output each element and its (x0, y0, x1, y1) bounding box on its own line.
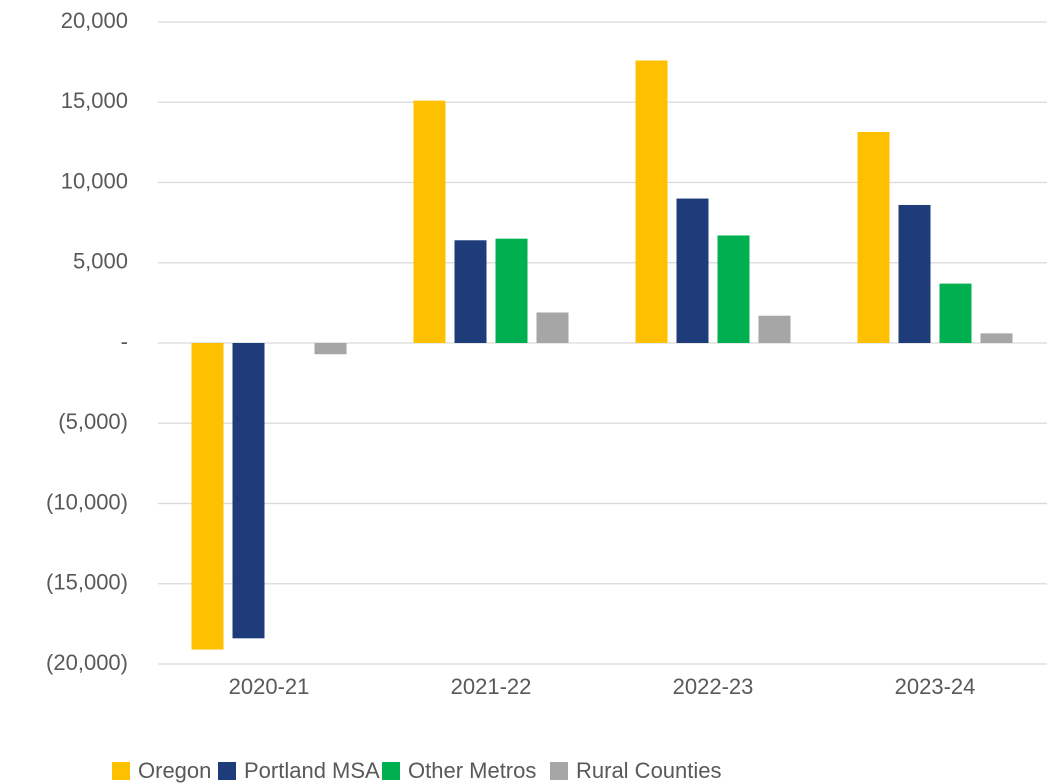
y-tick-label: (15,000) (46, 570, 128, 595)
bar (758, 315, 791, 343)
bar (898, 204, 931, 343)
y-tick-label: 10,000 (61, 168, 128, 193)
y-tick-label: (20,000) (46, 650, 128, 675)
bar (857, 131, 890, 343)
legend-label: Oregon (138, 758, 211, 783)
x-tick-label: 2020-21 (229, 674, 310, 699)
y-tick-label: - (121, 329, 128, 354)
y-tick-label: 5,000 (73, 249, 128, 274)
bar (191, 343, 224, 650)
bar (980, 333, 1013, 343)
legend-label: Rural Counties (576, 758, 722, 783)
y-tick-label: (10,000) (46, 489, 128, 514)
bar (495, 238, 528, 343)
x-tick-label: 2021-22 (451, 674, 532, 699)
y-tick-label: 20,000 (61, 8, 128, 33)
bar (536, 312, 569, 343)
bar (232, 343, 265, 639)
legend-swatch (112, 762, 130, 780)
bar (413, 100, 446, 344)
bar (717, 235, 750, 343)
legend-label: Portland MSA (244, 758, 380, 783)
bar (635, 60, 668, 344)
bar (676, 198, 709, 343)
bar (454, 240, 487, 343)
legend-swatch (218, 762, 236, 780)
x-tick-label: 2023-24 (895, 674, 976, 699)
legend-label: Other Metros (408, 758, 536, 783)
bar (314, 343, 347, 355)
y-tick-label: (5,000) (58, 409, 128, 434)
y-tick-label: 15,000 (61, 88, 128, 113)
legend-swatch (550, 762, 568, 780)
x-tick-label: 2022-23 (673, 674, 754, 699)
legend-swatch (382, 762, 400, 780)
bar (939, 283, 972, 343)
